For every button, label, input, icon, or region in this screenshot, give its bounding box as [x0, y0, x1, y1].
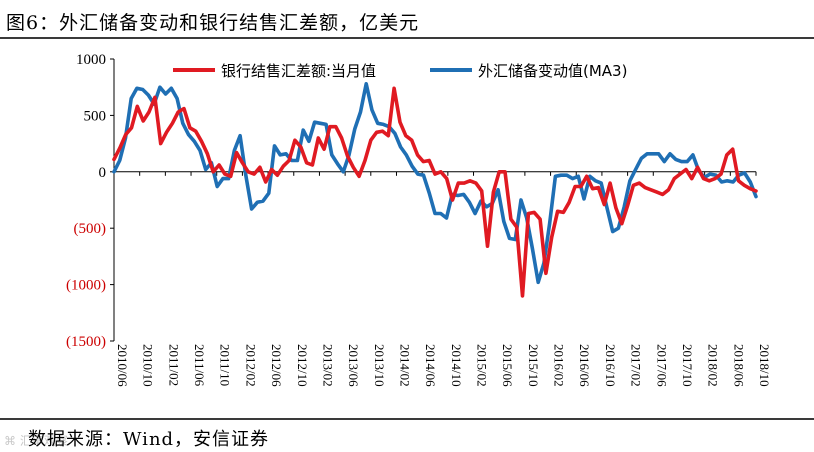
y-tick-label: (1500) — [66, 334, 106, 350]
legend-label: 外汇储备变动值(MA3) — [478, 62, 627, 80]
x-tick-label: 2016/10 — [603, 344, 618, 387]
legend-label: 银行结售汇差额:当月值 — [221, 62, 376, 80]
x-tick-label: 2012/06 — [269, 344, 284, 387]
chart-series — [112, 81, 758, 298]
y-tick-label: 1000 — [76, 52, 106, 68]
x-tick-label: 2017/02 — [629, 344, 644, 387]
y-tick-label: (1000) — [66, 278, 106, 294]
x-tick-label: 2011/06 — [192, 344, 207, 387]
x-tick-label: 2012/10 — [295, 344, 310, 387]
bottom-rule — [0, 418, 814, 420]
x-tick-label: 2010/10 — [141, 344, 156, 387]
x-tick-label: 2013/10 — [372, 344, 387, 387]
y-tick-labels: 1000 500 0 (500) (1000) (1500) — [66, 52, 106, 350]
x-tick-label: 2017/06 — [654, 344, 669, 387]
source-note: 数据来源：Wind，安信证券 — [28, 429, 270, 450]
x-tick-label: 2014/02 — [397, 344, 412, 387]
x-tick-label: 2011/10 — [218, 344, 233, 386]
x-tick-label: 2018/06 — [731, 344, 746, 387]
x-tick-label: 2011/02 — [166, 344, 181, 386]
x-tick-label: 2018/02 — [706, 344, 721, 387]
x-tick-label: 2015/10 — [526, 344, 541, 387]
x-tick-label: 2014/06 — [423, 344, 438, 387]
x-tick-label: 2010/06 — [115, 344, 130, 387]
x-tick-label: 2018/10 — [757, 344, 772, 387]
series-line — [112, 81, 758, 285]
chart-legend: 银行结售汇差额:当月值 外汇储备变动值(MA3) — [173, 62, 627, 80]
x-tick-label: 2013/06 — [346, 344, 361, 387]
x-tick-label: 2017/10 — [680, 344, 695, 387]
chart: 1000 500 0 (500) (1000) (1500) 2010/06 2010/10… — [66, 52, 772, 387]
series-line — [112, 86, 758, 298]
x-tick-label: 2016/02 — [552, 344, 567, 387]
x-tick-label: 2014/10 — [449, 344, 464, 387]
x-tick-label: 2016/06 — [577, 344, 592, 387]
figure-title: 图6：外汇储备变动和银行结售汇差额，亿美元 — [6, 12, 420, 34]
x-tick-label: 2015/06 — [500, 344, 515, 387]
x-tick-label: 2012/02 — [243, 344, 258, 387]
y-tick-label: 0 — [99, 165, 107, 181]
x-tick-label: 2015/02 — [475, 344, 490, 387]
x-tick-label: 2013/02 — [320, 344, 335, 387]
y-tick-label: 500 — [84, 108, 107, 124]
top-rule — [0, 37, 814, 39]
x-tick-labels: 2010/06 2010/10 2011/02 2011/06 2011/10 2012/… — [115, 344, 772, 387]
y-tick-label: (500) — [74, 221, 107, 237]
watermark: ⌘ 汇率观察 — [4, 434, 68, 448]
